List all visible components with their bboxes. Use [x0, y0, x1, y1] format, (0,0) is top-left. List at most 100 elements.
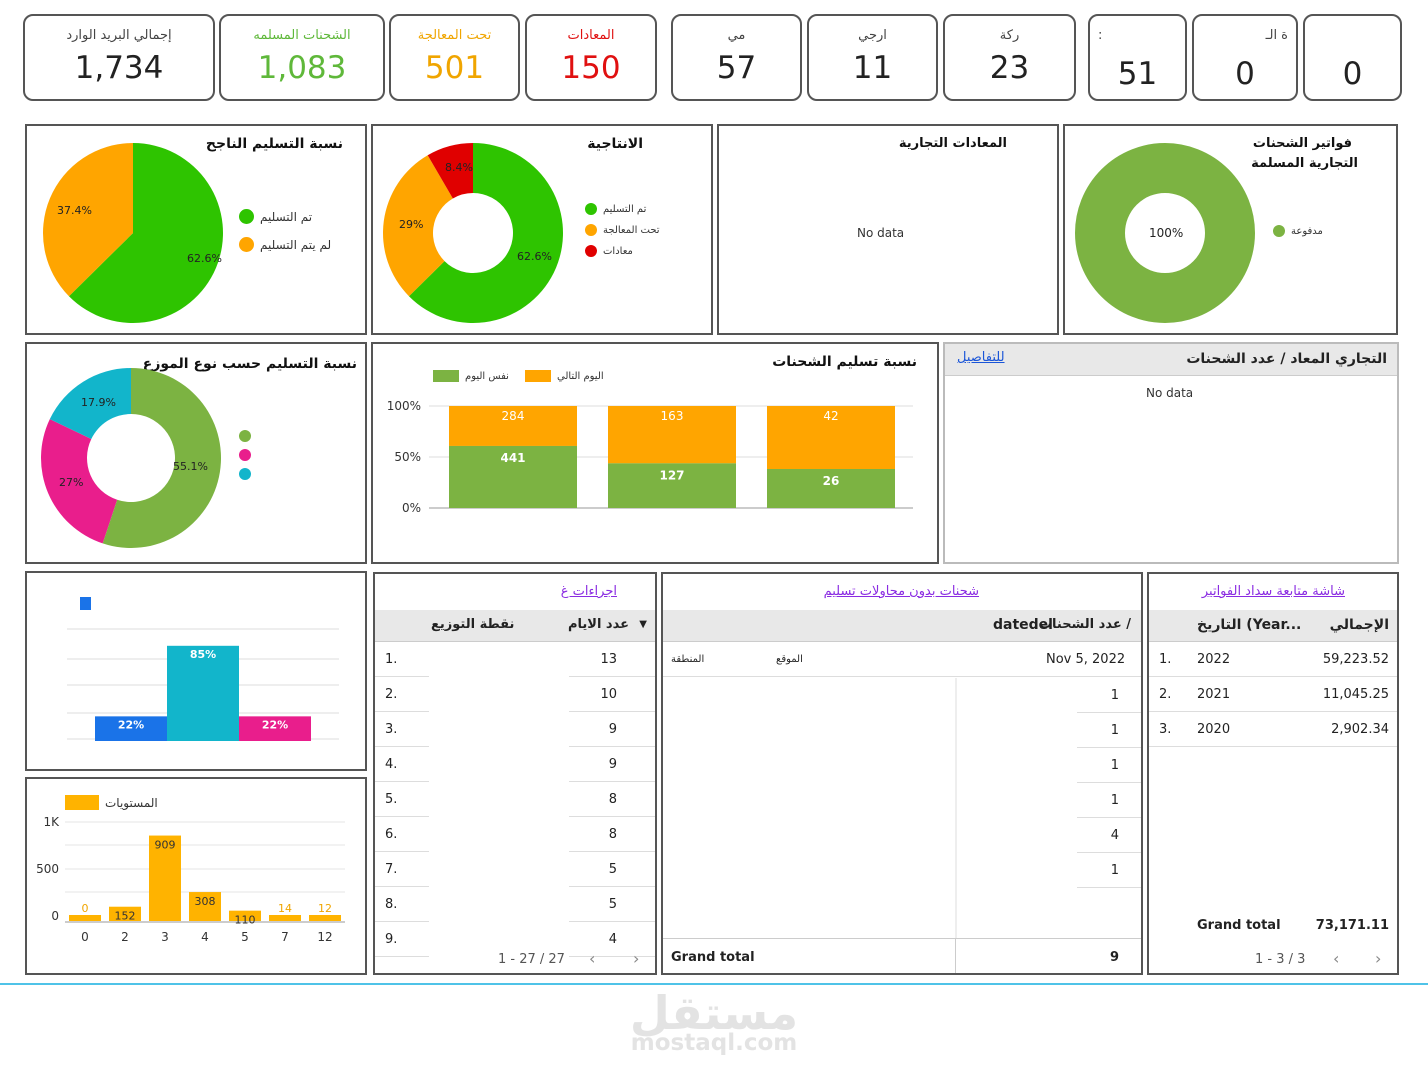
kpi-value: 57	[716, 50, 757, 86]
table-row[interactable]: 1	[663, 853, 1141, 888]
no-attempts-title-link[interactable]: شحنات بدون محاولات تسليم	[823, 584, 979, 599]
small-bar-chart[interactable]: 22% 85% 22%	[27, 573, 365, 769]
kpi-label: ة الـ	[1265, 28, 1288, 43]
legend-swatch	[65, 795, 99, 810]
col-header-date[interactable]: التاريخ (Year...	[1197, 617, 1302, 633]
days-value: 9	[608, 757, 617, 772]
count-value: 1	[1110, 863, 1119, 878]
table-row[interactable]: 1	[663, 678, 1141, 713]
legend-item: المستويات	[65, 795, 158, 810]
days-value: 10	[600, 687, 617, 702]
bar-label: 909	[155, 839, 176, 852]
legend-swatch	[80, 597, 91, 610]
x-tick: 12	[317, 930, 332, 944]
legend-swatch	[239, 209, 254, 224]
distributor-donut[interactable]: 55.1% 27% 17.9%	[35, 362, 235, 552]
invoices-donut[interactable]: 100%	[1071, 140, 1271, 330]
table-row[interactable]: 4	[663, 818, 1141, 853]
col-header-total[interactable]: الإجمالي	[1329, 617, 1389, 633]
no-data-text: No data	[1146, 386, 1194, 400]
slice-0[interactable]	[68, 143, 223, 323]
bar-next-day[interactable]	[449, 406, 577, 446]
sort-desc-icon[interactable]: ▼	[639, 619, 647, 630]
prev-page-icon[interactable]: ‹	[589, 949, 596, 968]
table-row[interactable]: 1. 2022 59,223.52	[1149, 642, 1397, 677]
table-row[interactable]: 1	[663, 713, 1141, 748]
legend-swatch	[585, 224, 597, 236]
bar[interactable]	[239, 716, 311, 741]
bar-same-day[interactable]	[449, 445, 577, 508]
year-value: 2021	[1197, 687, 1231, 702]
next-page-icon[interactable]: ›	[1375, 949, 1382, 968]
legend-swatch	[239, 468, 251, 480]
bar[interactable]	[167, 645, 239, 741]
panel-title: نسبة التسليم الناجح	[205, 136, 343, 152]
bar-same-day[interactable]	[608, 463, 736, 508]
axis-tick: 0%	[402, 501, 421, 515]
panel-title: نسبة التسليم حسب نوع الموزع	[142, 356, 357, 372]
table-row[interactable]: 1	[663, 783, 1141, 818]
table-row[interactable]: المنطقة الموقع Nov 5, 2022	[663, 642, 1141, 677]
sub-header-region: المنطقة	[671, 654, 705, 665]
legend-swatch	[433, 370, 459, 382]
legend-label: لم يتم التسليم	[260, 237, 332, 252]
col-header-date[interactable]: datedel	[993, 617, 1053, 633]
no-attempts-panel: شحنات بدون محاولات تسليم datedel عدد الش…	[661, 572, 1143, 975]
bar-label: 85%	[190, 648, 216, 661]
table-row[interactable]: 1	[663, 748, 1141, 783]
legend-item: تم التسليم	[585, 203, 646, 215]
bar[interactable]	[309, 915, 341, 921]
legend-item: مدفوعة	[1273, 225, 1323, 237]
details-link[interactable]: للتفاصيل	[957, 350, 1005, 365]
bar-same-day[interactable]	[767, 469, 895, 508]
bar-next-day[interactable]	[608, 406, 736, 464]
next-page-icon[interactable]: ›	[633, 949, 640, 968]
slice-0[interactable]	[408, 143, 563, 323]
bar-label-next: 42	[823, 409, 838, 423]
bar[interactable]	[109, 906, 141, 921]
bar-next-day[interactable]	[767, 406, 895, 469]
donut-label-processing: 29%	[399, 218, 423, 231]
levels-chart[interactable]: 0 0 152 2 909 3 308 4 110 5 14 7 12 12 1K 500 0	[27, 779, 365, 973]
bar[interactable]	[229, 910, 261, 921]
slice-1[interactable]	[383, 155, 453, 297]
slice-2[interactable]	[427, 143, 473, 199]
col-header-point[interactable]: نقطة التوزيع	[431, 617, 515, 632]
productivity-donut[interactable]: 62.6% 29% 8.4%	[379, 140, 579, 330]
slice-1[interactable]	[42, 143, 133, 297]
bar[interactable]	[149, 835, 181, 921]
payments-title-link[interactable]: شاشة متابعة سداد الفواتير	[1201, 584, 1345, 599]
row-number: 3.	[385, 722, 398, 737]
slice-0[interactable]	[1075, 143, 1255, 323]
procedures-title-link[interactable]: اجراءات غ	[560, 584, 617, 599]
delivery-rate-pie[interactable]: 62.6% 37.4%	[39, 140, 239, 330]
kpi-card-6: ارجي 11	[807, 14, 938, 101]
row-number: 8.	[385, 897, 398, 912]
kpi-processing: تحت المعالجة 501	[389, 14, 520, 101]
row-number: 2.	[385, 687, 398, 702]
bar[interactable]	[189, 892, 221, 921]
table-row[interactable]: 2. 2021 11,045.25	[1149, 677, 1397, 712]
bar[interactable]	[95, 716, 167, 741]
prev-page-icon[interactable]: ‹	[1333, 949, 1340, 968]
bar-label-next: 163	[661, 409, 684, 423]
grand-total-label: Grand total	[671, 950, 755, 965]
table-row[interactable]: 3. 2020 2,902.34	[1149, 712, 1397, 747]
bar[interactable]	[69, 915, 101, 921]
col-header-days[interactable]: عدد الايام	[567, 617, 629, 632]
axis-tick: 50%	[394, 450, 421, 464]
row-number: 9.	[385, 932, 398, 947]
count-value: 4	[1110, 828, 1119, 843]
panel-title: المعادات التجارية	[898, 136, 1007, 151]
slice-1[interactable]	[40, 419, 118, 544]
slice-0[interactable]	[102, 368, 222, 548]
legend-item: اليوم التالي	[525, 370, 604, 382]
legend-swatch	[1273, 225, 1285, 237]
slice-2[interactable]	[49, 368, 131, 440]
year-value: 2020	[1197, 722, 1231, 737]
shipment-rate-chart[interactable]: 284 441 163 127 42 26 100% 50% 0%	[373, 344, 937, 562]
watermark-logo: مستقل	[629, 986, 799, 1040]
donut-label-paid: 100%	[1149, 226, 1183, 240]
bar[interactable]	[269, 915, 301, 921]
col-header-count[interactable]: عدد الشحنات /	[1038, 617, 1131, 632]
